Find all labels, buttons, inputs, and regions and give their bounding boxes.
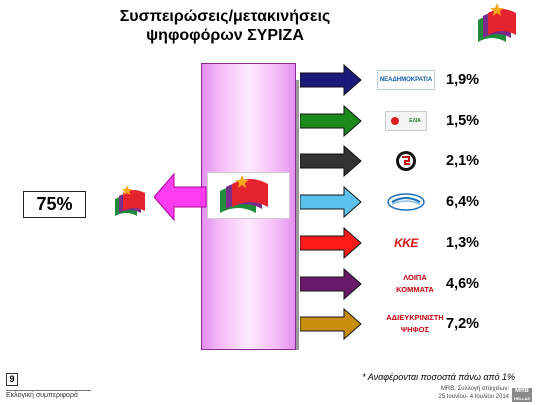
- party-logo: ΚΚΕ: [381, 232, 431, 254]
- movement-arrow: [300, 267, 362, 300]
- movement-arrow: [300, 64, 362, 96]
- party-logo: ΕΛΙΑ: [381, 110, 431, 132]
- party-label-line: ΨΗΦΟΣ: [401, 325, 429, 335]
- footer-source-line-2: 25 Ιουνίου- 4 Ιουλίου 2014: [438, 394, 510, 400]
- movement-arrow: [300, 308, 362, 341]
- percentage-label: 4,6%: [446, 275, 480, 292]
- mrb-logo-line-2: HELLAS SA: [514, 396, 530, 405]
- footer-source: MRB, Συλλογή στοιχείων: 25 Ιουνίου- 4 Ιο…: [439, 385, 510, 401]
- party-label-line: ΛΟΙΠΑ: [403, 272, 427, 282]
- percentage-label: 2,1%: [446, 153, 480, 170]
- syriza-flag-logo-left: [115, 185, 145, 216]
- center-logo-box: [207, 172, 290, 219]
- mrb-logo-line-1: MRB: [515, 388, 529, 394]
- party-logo: ΝΕΑΔΗΜΟΚΡΑΤΙΑ: [376, 69, 436, 91]
- footer-divider: [6, 390, 91, 391]
- movement-arrow: [300, 226, 362, 259]
- movement-arrow: [300, 186, 362, 219]
- footnote: * Αναφέρονται ποσοστά πάνω από 1%: [362, 372, 515, 382]
- percentage-label: 7,2%: [446, 316, 480, 333]
- title-line-2: ψηφοφόρων ΣΥΡΙΖΑ: [146, 27, 304, 44]
- party-logo: [381, 191, 431, 213]
- party-logo: [381, 150, 431, 172]
- percentage-label: 6,4%: [446, 194, 480, 211]
- retention-value-box: 75%: [23, 191, 86, 218]
- party-label-line: ΚΟΜΜΑΤΑ: [396, 284, 434, 294]
- party-label: ΛΟΙΠΑ ΚΟΜΜΑΤΑ: [370, 272, 460, 296]
- movement-arrow: [300, 104, 362, 137]
- footer-source-line-1: MRB, Συλλογή στοιχείων:: [440, 386, 509, 392]
- elia-logo-text: ΕΛΙΑ: [409, 117, 421, 124]
- syriza-flag-logo-top: [478, 3, 516, 42]
- nd-logo-text: ΝΕΑΔΗΜΟΚΡΑΤΙΑ: [376, 70, 436, 90]
- chart-title: Συσπειρώσεις/μετακινήσεις ψηφοφόρων ΣΥΡΙ…: [60, 7, 390, 45]
- elia-logo-mark: [391, 116, 400, 125]
- footer-section-label: Εκλογική συμπεριφορά: [6, 392, 78, 399]
- movement-arrow: [300, 145, 362, 178]
- page-number: 9: [6, 373, 18, 386]
- party-label: ΑΔΙΕΥΚΡΙΝΙΣΤΗ ΨΗΦΟΣ: [370, 312, 460, 336]
- kke-logo: ΚΚΕ: [394, 235, 418, 250]
- retention-arrow: [154, 172, 207, 222]
- elia-logo: ΕΛΙΑ: [385, 110, 427, 131]
- syriza-flag-logo-center: [220, 175, 268, 213]
- percentage-label: 1,3%: [446, 234, 480, 251]
- mrb-logo: MRB HELLAS SA: [512, 388, 532, 405]
- golden-dawn-logo: [396, 151, 416, 172]
- percentage-label: 1,5%: [446, 112, 480, 129]
- anel-logo: [387, 193, 425, 211]
- title-line-1: Συσπειρώσεις/μετακινήσεις: [119, 8, 331, 25]
- party-label-line: ΑΔΙΕΥΚΡΙΝΙΣΤΗ: [386, 313, 444, 323]
- center-column-shadow: [296, 80, 299, 350]
- percentage-label: 1,9%: [446, 72, 480, 88]
